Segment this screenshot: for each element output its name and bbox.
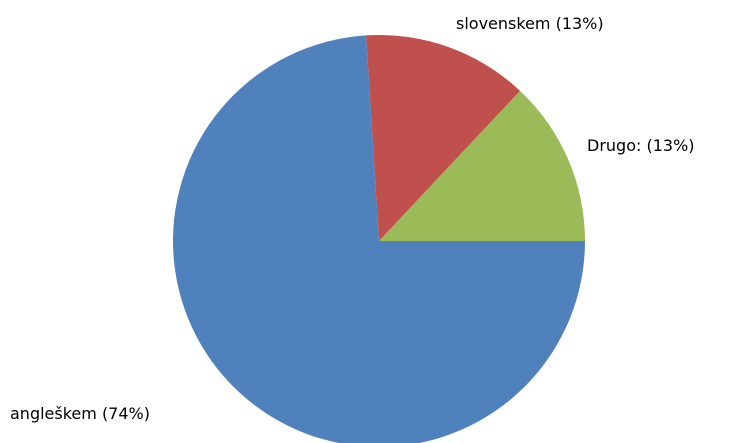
- slice-label-slovenskem: slovenskem (13%): [456, 14, 604, 33]
- pie-slice-slovenskem: [366, 35, 521, 241]
- slice-label-drugo: Drugo: (13%): [587, 136, 695, 155]
- pie-slice-drugo: [379, 90, 585, 241]
- slice-label-angleskem: angleškem (74%): [10, 404, 150, 423]
- pie-slices: [173, 35, 585, 443]
- pie-slice-angleskem: [173, 35, 585, 443]
